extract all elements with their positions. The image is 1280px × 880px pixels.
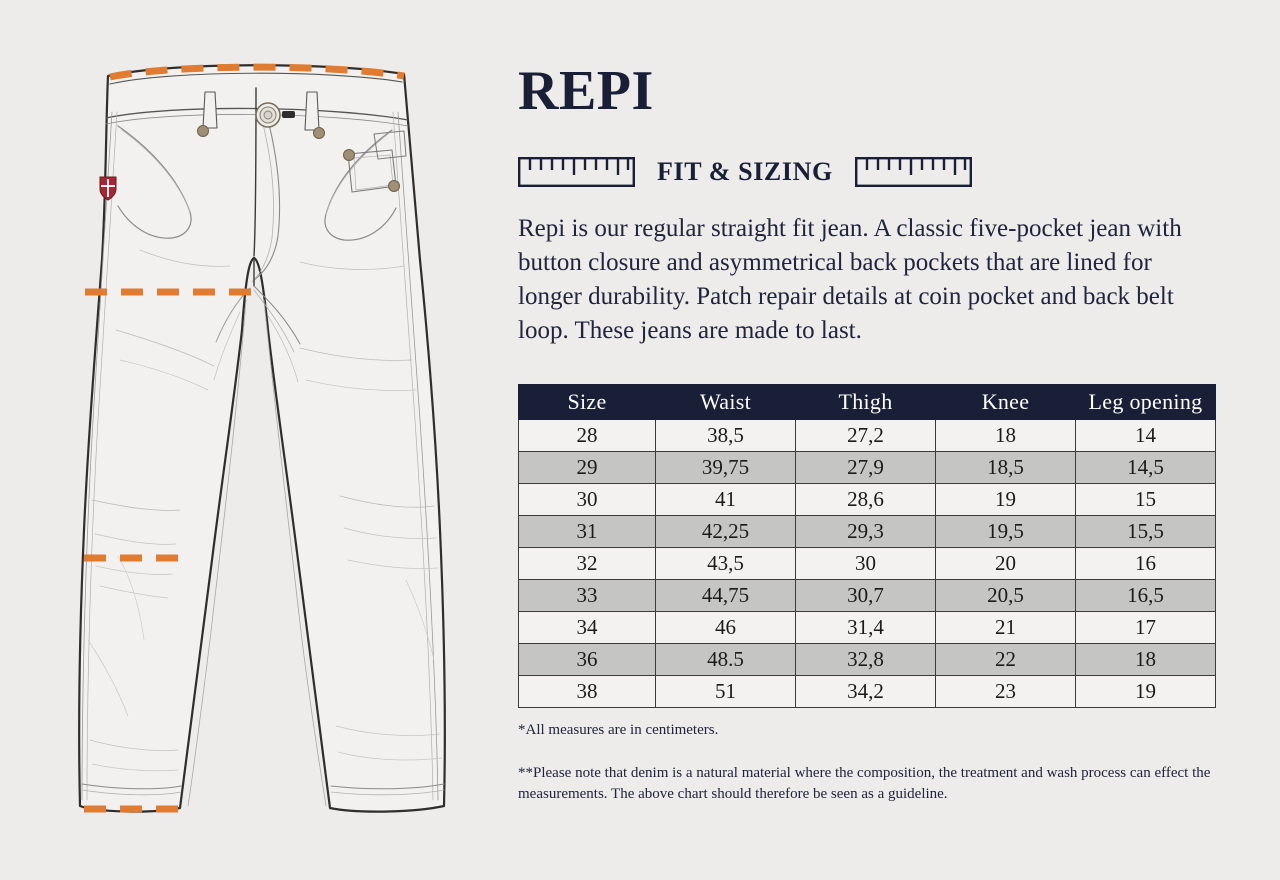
cell-thigh: 31,4 — [795, 611, 936, 644]
table-row: 28 38,5 27,2 18 14 — [518, 419, 1216, 452]
cell-waist: 38,5 — [655, 419, 796, 452]
table-row: 32 43,5 30 20 16 — [518, 547, 1216, 580]
cell-leg-opening: 16 — [1075, 547, 1216, 580]
cell-knee: 19 — [935, 483, 1076, 516]
table-header-row: Size Waist Thigh Knee Leg opening — [518, 384, 1216, 420]
waist-measure-line — [109, 63, 405, 81]
cell-waist: 48.5 — [655, 643, 796, 676]
cell-size: 36 — [518, 643, 656, 676]
fit-sizing-header: FIT & SIZING — [518, 152, 1218, 192]
cell-size: 38 — [518, 675, 656, 708]
cell-waist: 41 — [655, 483, 796, 516]
cell-knee: 20 — [935, 547, 1076, 580]
cell-waist: 46 — [655, 611, 796, 644]
table-row: 33 44,75 30,7 20,5 16,5 — [518, 579, 1216, 612]
cell-waist: 39,75 — [655, 451, 796, 484]
cell-size: 31 — [518, 515, 656, 548]
footnote-units: *All measures are in centimeters. — [518, 722, 719, 738]
cell-thigh: 30,7 — [795, 579, 936, 612]
table-row: 38 51 34,2 23 19 — [518, 675, 1216, 708]
shank-button-icon — [255, 102, 295, 128]
cell-knee: 23 — [935, 675, 1076, 708]
cell-size: 30 — [518, 483, 656, 516]
column-header-waist: Waist — [655, 384, 796, 420]
footnote-disclaimer: **Please note that denim is a natural ma… — [518, 765, 1211, 802]
column-header-thigh: Thigh — [795, 384, 936, 420]
table-row: 30 41 28,6 19 15 — [518, 483, 1216, 516]
cell-leg-opening: 15,5 — [1075, 515, 1216, 548]
table-row: 29 39,75 27,9 18,5 14,5 — [518, 451, 1216, 484]
cell-thigh: 28,6 — [795, 483, 936, 516]
cell-waist: 51 — [655, 675, 796, 708]
cell-thigh: 29,3 — [795, 515, 936, 548]
cell-thigh: 27,9 — [795, 451, 936, 484]
product-description: Repi is our regular straight fit jean. A… — [518, 215, 1182, 344]
cell-leg-opening: 18 — [1075, 643, 1216, 676]
cell-thigh: 27,2 — [795, 419, 936, 452]
ruler-icon — [854, 157, 972, 187]
cell-knee: 22 — [935, 643, 1076, 676]
fit-sizing-label: FIT & SIZING — [657, 157, 833, 186]
column-header-leg-opening: Leg opening — [1075, 384, 1216, 420]
cell-knee: 19,5 — [935, 515, 1076, 548]
cell-knee: 18,5 — [935, 451, 1076, 484]
cell-thigh: 30 — [795, 547, 936, 580]
cell-leg-opening: 17 — [1075, 611, 1216, 644]
cell-waist: 43,5 — [655, 547, 796, 580]
cell-leg-opening: 14,5 — [1075, 451, 1216, 484]
jeans-illustration — [0, 0, 500, 880]
cell-size: 32 — [518, 547, 656, 580]
shield-logo-icon — [99, 176, 117, 201]
cell-knee: 18 — [935, 419, 1076, 452]
cell-size: 29 — [518, 451, 656, 484]
cell-leg-opening: 14 — [1075, 419, 1216, 452]
table-row: 34 46 31,4 21 17 — [518, 611, 1216, 644]
cell-size: 34 — [518, 611, 656, 644]
table-row: 31 42,25 29,3 19,5 15,5 — [518, 515, 1216, 548]
cell-leg-opening: 15 — [1075, 483, 1216, 516]
cell-size: 33 — [518, 579, 656, 612]
size-chart-table: Size Waist Thigh Knee Leg opening 28 38,… — [518, 384, 1216, 708]
column-header-knee: Knee — [935, 384, 1076, 420]
footnotes: *All measures are in centimeters. **Plea… — [518, 720, 1218, 805]
cell-thigh: 34,2 — [795, 675, 936, 708]
ruler-icon — [518, 157, 635, 187]
cell-thigh: 32,8 — [795, 643, 936, 676]
cell-knee: 20,5 — [935, 579, 1076, 612]
jeans-technical-flat-svg — [78, 63, 446, 813]
cell-waist: 42,25 — [655, 515, 796, 548]
brand-title: REPI — [518, 60, 654, 122]
size-chart: Size Waist Thigh Knee Leg opening 28 38,… — [518, 384, 1216, 708]
cell-leg-opening: 16,5 — [1075, 579, 1216, 612]
cell-waist: 44,75 — [655, 579, 796, 612]
cell-size: 28 — [518, 419, 656, 452]
cell-knee: 21 — [935, 611, 1076, 644]
info-pane: REPI — [518, 0, 1218, 880]
table-row: 36 48.5 32,8 22 18 — [518, 643, 1216, 676]
rivet-icon — [197, 125, 400, 192]
cell-leg-opening: 19 — [1075, 675, 1216, 708]
column-header-size: Size — [518, 384, 656, 420]
size-chart-body: 28 38,5 27,2 18 14 29 39,75 27,9 18,5 14… — [518, 419, 1216, 708]
size-chart-head: Size Waist Thigh Knee Leg opening — [518, 384, 1216, 420]
